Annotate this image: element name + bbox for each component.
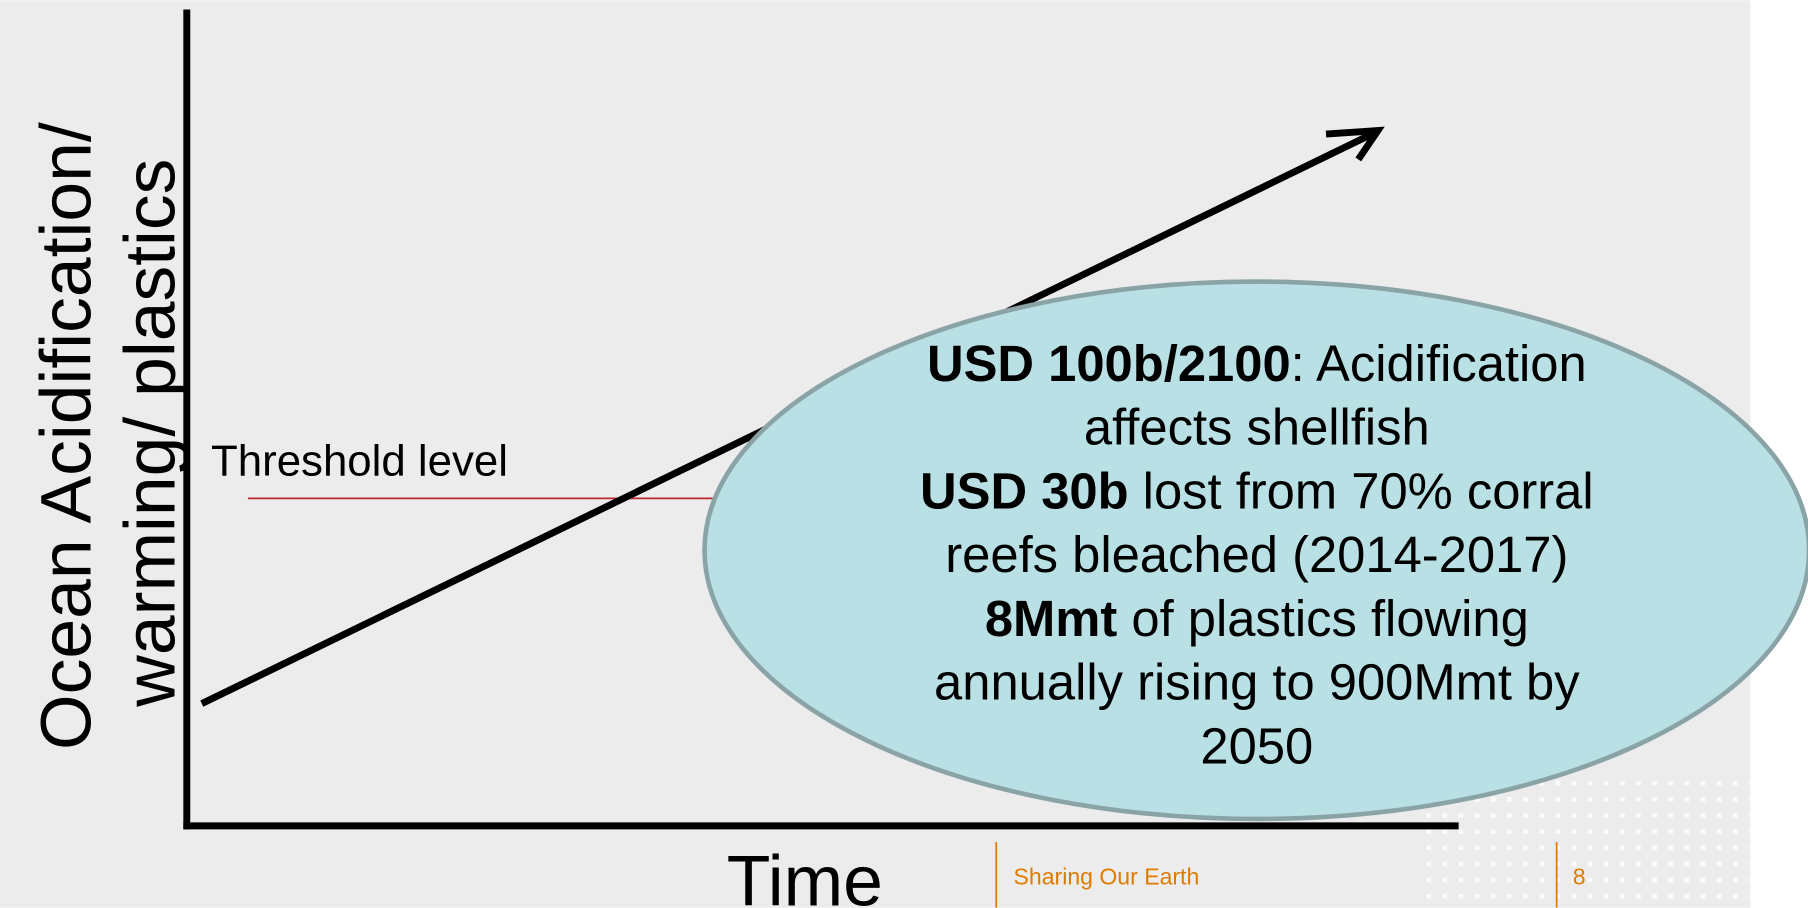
callout-plain-text: affects shellfish bbox=[1084, 399, 1430, 456]
callout-line: annually rising to 900Mmt by bbox=[934, 654, 1580, 711]
y-axis-label: Ocean Acidification/ bbox=[26, 122, 106, 750]
footer-text: Sharing Our Earth bbox=[1014, 864, 1200, 890]
threshold-label: Threshold level bbox=[211, 436, 508, 485]
callout-plain-text: 2050 bbox=[1200, 717, 1313, 774]
callout-plain-text: lost from 70% corral bbox=[1129, 462, 1594, 519]
callout-line: 8Mmt of plastics flowing bbox=[985, 590, 1529, 647]
arrow-head bbox=[1325, 126, 1385, 162]
dot-pattern bbox=[1418, 778, 1751, 908]
callout-bold-text: USD 100b/2100 bbox=[927, 335, 1291, 392]
callout-plain-text: reefs bleached (2014-2017) bbox=[945, 526, 1568, 583]
x-axis-label: Time bbox=[727, 841, 883, 908]
callout-bold-text: USD 30b bbox=[920, 462, 1129, 519]
y-axis-label: warming/ plastics bbox=[111, 159, 191, 708]
callout-line: USD 100b/2100: Acidification bbox=[927, 335, 1587, 392]
callout-line: 2050 bbox=[1200, 717, 1313, 774]
callout-line: reefs bleached (2014-2017) bbox=[945, 526, 1568, 583]
callout-plain-text: of plastics flowing bbox=[1117, 590, 1529, 647]
page-number: 8 bbox=[1573, 864, 1586, 890]
callout-text: USD 100b/2100: Acidification affects shel… bbox=[920, 335, 1594, 775]
callout-plain-text: annually rising to 900Mmt by bbox=[934, 654, 1580, 711]
callout-line: USD 30b lost from 70% corral bbox=[920, 462, 1594, 519]
callout-plain-text: : Acidification bbox=[1291, 335, 1587, 392]
callout-line: affects shellfish bbox=[1084, 399, 1430, 456]
callout-bold-text: 8Mmt bbox=[985, 590, 1118, 647]
callout-ellipse bbox=[702, 279, 1808, 822]
